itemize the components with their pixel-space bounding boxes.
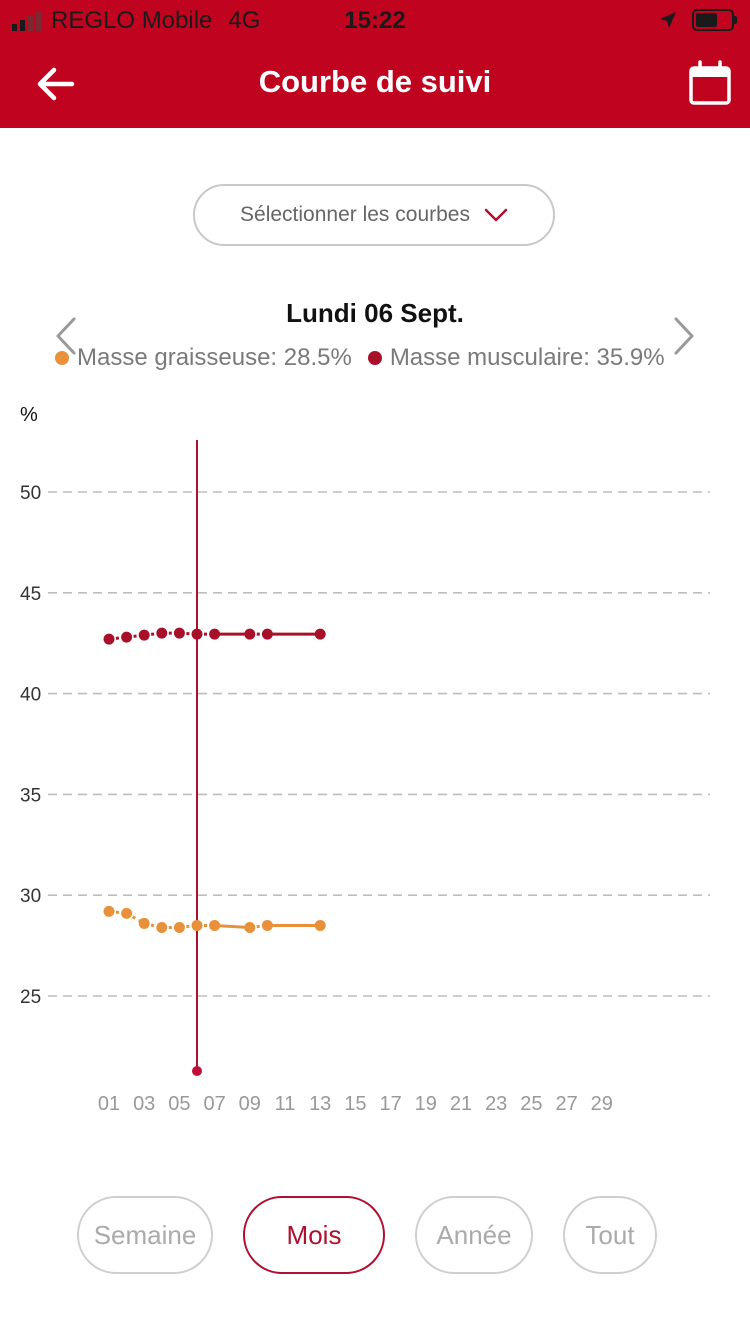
data-point[interactable] xyxy=(173,627,185,639)
x-tick-label: 13 xyxy=(309,1093,331,1115)
x-tick-label: 27 xyxy=(555,1093,577,1115)
carrier-name: REGLO Mobile xyxy=(51,7,213,34)
legend-muscle-label: Masse musculaire: 35.9% xyxy=(389,344,665,371)
status-right xyxy=(658,9,737,31)
data-point[interactable] xyxy=(244,921,256,933)
data-point[interactable] xyxy=(121,631,133,643)
x-tick-label: 09 xyxy=(239,1093,261,1115)
legend-fat-dot xyxy=(55,351,69,365)
x-tick-label: 21 xyxy=(450,1093,472,1115)
next-day-icon[interactable] xyxy=(672,316,696,356)
status-time: 15:22 xyxy=(344,7,406,34)
battery-icon xyxy=(692,9,737,31)
legend-fat-label: Masse graisseuse: 28.5% xyxy=(77,344,352,371)
y-tick-label: 40 xyxy=(20,685,41,706)
y-tick-label: 25 xyxy=(20,987,41,1008)
x-tick-label: 05 xyxy=(168,1093,190,1115)
data-point[interactable] xyxy=(261,919,273,931)
calendar-icon[interactable] xyxy=(688,60,732,106)
tracking-chart[interactable]: 50 45 40 35 30 25 01 03 05 07 09 11 13 15 17 19 21 23 25 27… xyxy=(0,420,750,1120)
x-tick-label: 03 xyxy=(133,1093,155,1115)
data-point[interactable] xyxy=(156,627,168,639)
period-month-button[interactable]: Mois xyxy=(243,1196,385,1274)
selected-date: Lundi 06 Sept. xyxy=(286,298,464,328)
data-point[interactable] xyxy=(191,919,203,931)
y-tick-label: 50 xyxy=(20,483,41,504)
previous-day-icon[interactable] xyxy=(54,316,78,356)
data-point[interactable] xyxy=(103,633,115,645)
selected-day-marker xyxy=(192,1066,202,1076)
y-axis-unit: % xyxy=(20,404,38,426)
legend-fat-mass: Masse graisseuse: 28.5% xyxy=(55,344,352,372)
data-point[interactable] xyxy=(209,919,221,931)
data-point[interactable] xyxy=(138,917,150,929)
y-tick-label: 30 xyxy=(20,886,41,907)
back-arrow-icon[interactable] xyxy=(36,64,76,104)
y-tick-label: 45 xyxy=(20,584,41,605)
status-left: REGLO Mobile 4G xyxy=(12,6,260,36)
data-point[interactable] xyxy=(209,628,221,640)
data-point[interactable] xyxy=(244,628,256,640)
data-point[interactable] xyxy=(261,628,273,640)
page-title: Courbe de suivi xyxy=(258,64,492,99)
x-tick-label: 07 xyxy=(203,1093,225,1115)
y-tick-label: 35 xyxy=(20,785,41,806)
x-tick-label: 11 xyxy=(275,1093,296,1115)
x-tick-label: 15 xyxy=(344,1093,366,1115)
data-point[interactable] xyxy=(121,907,133,919)
chart-legend: Masse graisseuse: 28.5% Masse musculaire… xyxy=(55,344,681,372)
x-tick-label: 29 xyxy=(591,1093,613,1115)
data-point[interactable] xyxy=(314,628,326,640)
chevron-down-icon xyxy=(484,208,508,222)
data-point[interactable] xyxy=(138,629,150,641)
legend-muscle-dot xyxy=(367,351,382,365)
data-point[interactable] xyxy=(314,919,326,931)
x-tick-label: 23 xyxy=(485,1093,507,1115)
location-arrow-icon xyxy=(660,12,676,28)
curve-selector-button[interactable]: Sélectionner les courbes xyxy=(193,184,555,246)
x-tick-label: 01 xyxy=(98,1093,120,1115)
status-bar: REGLO Mobile 4G 15:22 xyxy=(0,0,750,40)
series-segment xyxy=(214,923,250,929)
period-all-button[interactable]: Tout xyxy=(563,1196,657,1274)
data-point[interactable] xyxy=(191,628,203,640)
data-point[interactable] xyxy=(173,921,185,933)
x-tick-label: 17 xyxy=(379,1093,401,1115)
x-tick-label: 25 xyxy=(520,1093,542,1115)
network-type: 4G xyxy=(228,7,261,34)
x-tick-label: 19 xyxy=(415,1093,437,1115)
data-point[interactable] xyxy=(156,921,168,933)
legend-muscle-mass: Masse musculaire: 35.9% xyxy=(367,344,665,372)
data-point[interactable] xyxy=(103,905,115,917)
period-week-button[interactable]: Semaine xyxy=(77,1196,213,1274)
nav-bar: Courbe de suivi xyxy=(0,40,750,128)
period-year-button[interactable]: Année xyxy=(415,1196,533,1274)
curve-selector-label: Sélectionner les courbes xyxy=(240,203,470,226)
signal-icon xyxy=(12,11,41,31)
